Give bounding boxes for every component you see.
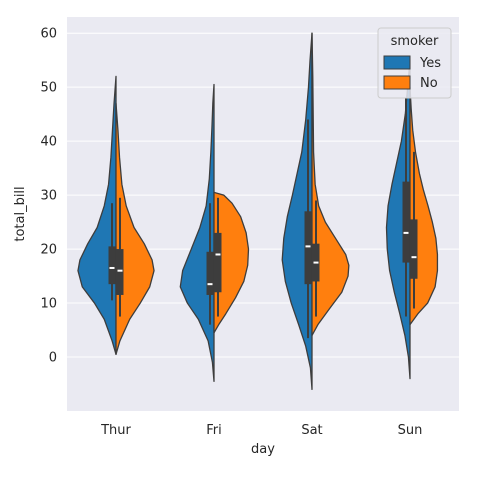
- violin-thur-yes: [77, 75, 117, 355]
- y-tick-label: 50: [40, 81, 57, 96]
- violins: [77, 32, 439, 391]
- inner-box: [304, 211, 312, 285]
- violin-sat-no: [311, 32, 350, 337]
- x-axis-label: day: [251, 442, 275, 457]
- y-tick-label: 40: [40, 135, 57, 150]
- y-axis-label: total_bill: [13, 186, 28, 241]
- inner-box: [116, 249, 124, 295]
- legend-entries: Yes No: [383, 55, 441, 91]
- inner-box: [206, 251, 214, 295]
- x-tick-labels: Thur Fri Sat Sun: [100, 423, 422, 438]
- y-tick-label: 10: [40, 297, 57, 312]
- x-tick-label: Thur: [100, 423, 131, 438]
- violin-fri-no: [213, 191, 250, 334]
- y-tick-labels: 0 10 20 30 40 50 60: [40, 27, 57, 366]
- legend-label-yes: Yes: [419, 56, 441, 71]
- x-tick-label: Sat: [301, 423, 322, 438]
- legend: smoker Yes No: [377, 27, 452, 99]
- legend-label-no: No: [420, 76, 438, 91]
- inner-box: [402, 181, 410, 263]
- inner-box: [108, 246, 116, 285]
- legend-swatch-yes: [383, 55, 411, 70]
- x-tick-label: Sun: [398, 423, 423, 438]
- y-tick-label: 30: [40, 189, 57, 204]
- inner-box: [214, 232, 222, 293]
- y-tick-label: 0: [49, 351, 57, 366]
- x-tick-label: Fri: [206, 423, 222, 438]
- legend-title: smoker: [391, 34, 439, 49]
- inner-box: [410, 219, 418, 279]
- y-tick-label: 20: [40, 243, 57, 258]
- violin-thur-no: [115, 102, 155, 355]
- legend-swatch-no: [383, 75, 411, 90]
- y-tick-label: 60: [40, 27, 57, 42]
- violin-fri-yes: [179, 83, 215, 382]
- violin-sat-yes: [281, 32, 313, 391]
